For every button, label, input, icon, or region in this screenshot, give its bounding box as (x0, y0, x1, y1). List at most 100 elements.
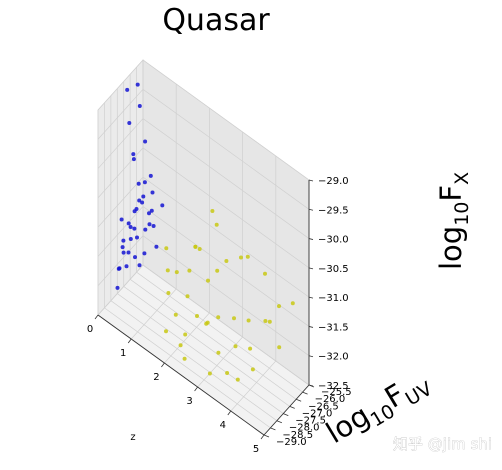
data-point (210, 209, 215, 213)
data-point (148, 173, 153, 178)
data-point (182, 356, 187, 361)
z-tick-mark (308, 267, 314, 270)
data-point (126, 221, 131, 226)
y-tick-label: −26.5 (308, 401, 339, 412)
data-point (132, 226, 137, 231)
series-2 (164, 209, 295, 382)
y-tick-label: −25.5 (321, 387, 352, 398)
data-point (128, 237, 133, 241)
data-point (263, 319, 268, 323)
data-point (263, 271, 267, 276)
data-point (224, 259, 229, 263)
y-tick-label: −27.0 (302, 408, 333, 419)
x-tick-label: 4 (220, 420, 226, 431)
data-point (173, 312, 178, 317)
y-tick-mark (263, 434, 270, 438)
data-point (150, 190, 155, 195)
data-point (164, 246, 169, 251)
x-tick-mark (260, 434, 265, 440)
data-point (121, 238, 126, 243)
data-point (142, 180, 147, 185)
y-tick-label: −27.5 (295, 416, 326, 427)
data-point (160, 203, 165, 208)
data-point (239, 255, 243, 260)
z-tick-label: −30.5 (318, 264, 349, 275)
data-point (135, 235, 139, 240)
y-tick-mark (295, 398, 302, 402)
y-tick-mark (283, 413, 289, 416)
grid-line-z (97, 59, 310, 181)
x-tick-mark (227, 410, 232, 416)
grid-line-z (97, 264, 310, 386)
data-point (147, 222, 152, 227)
data-point (115, 285, 120, 290)
data-point (149, 208, 154, 213)
z-tick-label: −29.0 (318, 176, 349, 187)
x-tick-label: 1 (120, 348, 126, 359)
data-point (136, 181, 141, 186)
data-point (187, 268, 192, 273)
data-point (137, 263, 142, 268)
z-tick-mark (308, 296, 314, 299)
data-point (133, 255, 137, 260)
x-tick-label: 2 (153, 372, 159, 383)
data-point (174, 270, 179, 275)
data-point (277, 345, 282, 350)
data-point (124, 264, 129, 269)
z-tick-mark (308, 179, 314, 182)
y-tick-label: −26.0 (315, 394, 346, 405)
chart-title: Quasar (162, 3, 270, 38)
data-point (233, 344, 238, 349)
z-tick-mark (308, 384, 314, 387)
z-tick-mark (308, 238, 314, 240)
z-axis-label: log10FX (434, 172, 473, 270)
data-point (206, 278, 210, 283)
grid-line-z (97, 235, 310, 356)
x-axis-line (97, 314, 265, 436)
z-tick-label: −30.0 (318, 235, 349, 246)
data-point (193, 244, 198, 249)
data-point (151, 224, 156, 228)
data-point (215, 268, 220, 273)
x-tick-mark (127, 338, 132, 344)
axis-lines (97, 180, 310, 436)
z-tick-label: −29.5 (318, 205, 349, 216)
data-point (225, 371, 230, 375)
z-tick-mark (308, 208, 314, 211)
data-point (195, 314, 199, 318)
y-tick-mark (276, 420, 283, 424)
data-point (117, 266, 122, 271)
data-point (131, 152, 136, 157)
y-axis-line (263, 384, 310, 436)
data-point (216, 350, 221, 355)
data-point (178, 343, 183, 348)
data-point (126, 250, 131, 255)
z-tick-label: −31.0 (318, 293, 349, 304)
x-tick-label: 0 (87, 324, 93, 335)
data-point (214, 222, 219, 227)
z-tick-mark (308, 355, 314, 358)
data-point (232, 316, 236, 321)
grid-line-z (97, 176, 310, 298)
series-1 (115, 82, 165, 290)
y-tick-label: −28.5 (282, 430, 313, 441)
z-tick-label: −32.5 (318, 381, 349, 392)
data-point (127, 121, 132, 125)
data-point (135, 82, 140, 87)
data-point (119, 217, 124, 222)
data-point (142, 251, 147, 256)
z-tick-mark (308, 326, 314, 328)
z-tick-label: −31.5 (318, 322, 349, 333)
data-point (120, 245, 125, 250)
x-tick-label: 3 (186, 396, 192, 407)
data-point (147, 211, 151, 216)
data-point (235, 377, 240, 382)
data-point (205, 320, 210, 325)
data-point (216, 315, 221, 320)
data-point (245, 254, 250, 259)
data-point (246, 318, 251, 323)
axes-panes (97, 58, 310, 436)
grid-line-z (97, 147, 310, 269)
data-point (165, 268, 170, 273)
x-axis-label: z (130, 432, 135, 443)
